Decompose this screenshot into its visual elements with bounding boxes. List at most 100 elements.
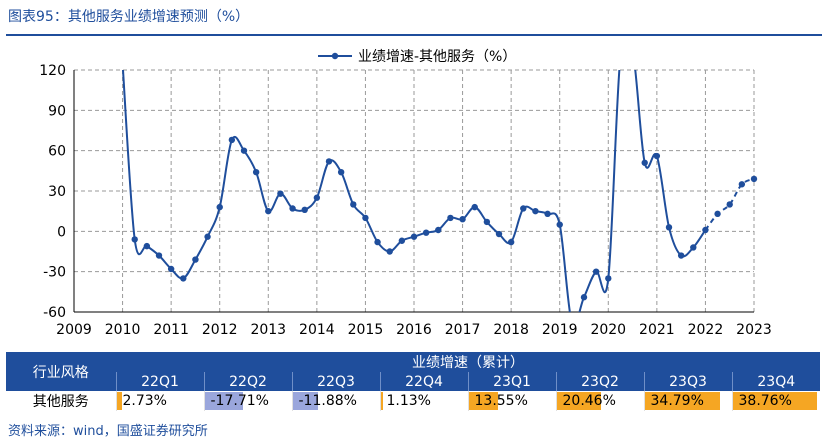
data-point <box>447 214 454 222</box>
data-point <box>641 159 648 166</box>
data-point <box>143 242 151 250</box>
data-point <box>131 236 138 243</box>
data-point <box>386 248 393 255</box>
x-tick-label: 2021 <box>639 322 675 338</box>
data-point <box>192 256 199 263</box>
data-point <box>507 238 515 246</box>
value-text: 2.73% <box>122 393 167 409</box>
data-point <box>301 206 308 214</box>
line-chart: -60 -30 0 30 60 90 120 2009 2010 2011 2012 2013 201… <box>39 49 772 338</box>
value-cell-22Q3: -11.88% <box>291 391 380 411</box>
data-bar <box>116 392 123 410</box>
x-tick-label: 2019 <box>542 322 578 338</box>
x-tick-label: 2020 <box>590 322 626 338</box>
x-tick-labels: 2009 2010 2011 2012 2013 2014 2015 2016 2017 2018… <box>56 322 772 338</box>
x-tick-label: 2011 <box>153 322 189 338</box>
data-point <box>216 203 223 211</box>
data-point <box>653 152 661 160</box>
data-point <box>155 252 163 259</box>
quarter-header-22Q1: 22Q1 <box>115 372 204 391</box>
data-point <box>374 238 381 246</box>
x-tick-label: 2014 <box>299 322 335 338</box>
row-label-cell: 其他服务 <box>6 391 116 411</box>
value-cell-23Q2: 20.46% <box>555 391 644 411</box>
data-point <box>459 216 466 223</box>
value-cell-23Q3: 34.79% <box>643 391 732 411</box>
data-point <box>265 207 272 215</box>
legend-marker <box>331 52 339 60</box>
grid <box>74 69 755 312</box>
quarter-header-row: 22Q1 22Q2 22Q3 22Q4 23Q1 23Q2 23Q3 23Q4 <box>6 372 820 391</box>
data-point <box>422 229 430 236</box>
data-bar <box>204 392 244 410</box>
x-tick-label: 2010 <box>105 322 141 338</box>
x-tick-label: 2017 <box>445 322 481 338</box>
data-point <box>544 210 551 218</box>
x-tick-label: 2012 <box>202 322 238 338</box>
data-point <box>289 205 296 212</box>
x-tick-label: 2015 <box>348 322 384 338</box>
axes <box>73 70 754 313</box>
data-point <box>240 147 248 154</box>
y-tick-label: 90 <box>48 103 66 119</box>
data-bar <box>292 392 319 410</box>
data-point <box>690 244 697 251</box>
data-bar <box>732 392 818 410</box>
value-text: 1.13% <box>386 393 431 409</box>
figure-title: 图表95：其他服务业绩增速预测（%） <box>8 9 250 25</box>
quarter-header-23Q2: 23Q2 <box>555 372 644 391</box>
data-point <box>471 203 478 211</box>
x-tick-label: 2016 <box>396 322 432 338</box>
value-cell-22Q4: 1.13% <box>379 391 468 411</box>
y-tick-label: 0 <box>57 224 66 240</box>
value-text: -11.88% <box>298 393 357 409</box>
data-point <box>398 237 406 244</box>
value-text: 13.55% <box>474 393 528 409</box>
data-point <box>483 218 491 226</box>
value-cell-23Q1: 13.55% <box>467 391 556 411</box>
data-bar <box>380 392 383 410</box>
forecast-point <box>726 201 733 208</box>
y-tick-label: -60 <box>43 305 66 321</box>
legend: 业绩增速-其他服务（%） <box>318 49 516 65</box>
group-header-cell: 业绩增速（累计） <box>116 352 820 372</box>
forecast-point <box>750 175 758 183</box>
data-point <box>350 201 357 208</box>
data-point <box>277 190 284 197</box>
data-point <box>556 221 563 228</box>
data-point <box>532 207 539 215</box>
forecast-series-line <box>704 177 754 231</box>
data-point <box>580 294 588 301</box>
data-point <box>313 194 321 201</box>
x-tick-label: 2013 <box>250 322 286 338</box>
quarter-header-23Q1: 23Q1 <box>467 372 556 391</box>
data-point <box>252 168 260 176</box>
data-point <box>677 252 685 259</box>
data-point <box>605 275 612 282</box>
forecast-point <box>714 210 721 218</box>
y-tick-labels: -60 -30 0 30 60 90 120 <box>39 63 66 321</box>
actual-series-line <box>122 70 707 312</box>
data-bar <box>468 392 498 410</box>
value-text: 20.46% <box>562 393 616 409</box>
data-point <box>495 230 503 238</box>
data-point <box>665 224 673 231</box>
y-tick-label: 60 <box>48 144 66 160</box>
value-text: 38.76% <box>738 393 792 409</box>
quarter-header-22Q2: 22Q2 <box>203 372 292 391</box>
forecast-point <box>738 181 746 188</box>
y-tick-label: 30 <box>48 184 66 200</box>
data-point <box>325 158 333 165</box>
x-tick-label: 2018 <box>493 322 529 338</box>
data-bar <box>556 392 601 410</box>
data-bar <box>644 392 721 410</box>
data-point <box>228 136 236 144</box>
data-point <box>337 168 345 176</box>
quarter-header-23Q3: 23Q3 <box>643 372 732 391</box>
series-lines <box>122 70 754 312</box>
data-point <box>180 275 187 282</box>
data-point <box>204 233 211 240</box>
data-point <box>410 233 418 240</box>
value-cell-22Q2: -17.71% <box>203 391 292 411</box>
data-point <box>520 205 527 212</box>
